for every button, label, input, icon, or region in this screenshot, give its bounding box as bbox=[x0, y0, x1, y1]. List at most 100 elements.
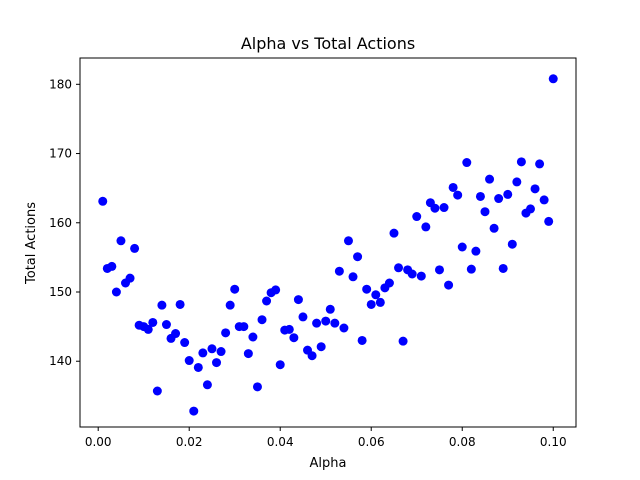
data-point bbox=[184, 356, 194, 366]
data-point bbox=[230, 284, 240, 294]
data-point bbox=[384, 278, 394, 288]
data-point bbox=[325, 304, 335, 314]
data-point bbox=[298, 312, 308, 322]
data-point bbox=[507, 239, 517, 249]
data-point bbox=[389, 228, 399, 238]
data-point bbox=[275, 360, 285, 370]
data-point bbox=[152, 386, 162, 396]
data-point bbox=[312, 318, 322, 328]
data-point bbox=[480, 207, 490, 217]
data-point bbox=[498, 263, 508, 273]
x-axis-label: Alpha bbox=[310, 456, 347, 471]
data-point bbox=[353, 252, 363, 262]
y-tick-label: 160 bbox=[49, 216, 72, 230]
data-point bbox=[357, 335, 367, 345]
data-point bbox=[143, 324, 153, 334]
data-point bbox=[434, 265, 444, 275]
data-point bbox=[512, 177, 522, 187]
data-point bbox=[516, 157, 526, 167]
data-point bbox=[284, 324, 294, 334]
data-point bbox=[444, 280, 454, 290]
data-point bbox=[193, 362, 203, 372]
data-point bbox=[321, 316, 331, 326]
data-point bbox=[471, 246, 481, 256]
data-point bbox=[207, 344, 217, 354]
data-point bbox=[225, 300, 235, 310]
data-point bbox=[116, 236, 126, 246]
data-point bbox=[334, 266, 344, 276]
x-tick-label: 0.04 bbox=[267, 435, 294, 449]
y-tick-label: 170 bbox=[49, 147, 72, 161]
data-point bbox=[407, 269, 417, 279]
data-point bbox=[239, 322, 249, 332]
data-point bbox=[339, 323, 349, 333]
data-point bbox=[375, 297, 385, 307]
data-point bbox=[494, 194, 504, 204]
data-point bbox=[416, 271, 426, 281]
plot-frame bbox=[79, 57, 577, 428]
y-tick-label: 150 bbox=[49, 285, 72, 299]
data-point bbox=[530, 184, 540, 194]
data-point bbox=[412, 212, 422, 222]
data-point bbox=[548, 74, 558, 84]
data-point bbox=[457, 242, 467, 252]
data-point bbox=[366, 299, 376, 309]
data-point bbox=[439, 203, 449, 213]
data-point bbox=[485, 174, 495, 184]
data-point bbox=[130, 243, 140, 253]
data-point bbox=[161, 320, 171, 330]
plot-area: 0.00 0.02 0.04 0.06 0.08 0.10 140 150 160 170 180 bbox=[49, 57, 577, 449]
data-point bbox=[271, 285, 281, 295]
data-point bbox=[202, 380, 212, 390]
data-point bbox=[307, 351, 317, 361]
data-point bbox=[262, 296, 272, 306]
data-point bbox=[148, 317, 158, 327]
x-tick-label: 0.02 bbox=[176, 435, 203, 449]
data-point bbox=[293, 295, 303, 305]
data-point bbox=[175, 299, 185, 309]
x-tick-label: 0.00 bbox=[85, 435, 112, 449]
y-tick-label: 180 bbox=[49, 77, 72, 91]
data-point bbox=[221, 328, 231, 338]
data-point bbox=[180, 338, 190, 348]
data-point bbox=[466, 264, 476, 274]
data-point bbox=[216, 347, 226, 357]
data-point bbox=[398, 336, 408, 346]
data-point bbox=[394, 263, 404, 273]
data-point bbox=[171, 329, 181, 339]
x-tick-label: 0.08 bbox=[449, 435, 476, 449]
data-point bbox=[125, 273, 135, 283]
data-point bbox=[343, 236, 353, 246]
y-tick-label: 140 bbox=[49, 354, 72, 368]
data-point bbox=[189, 406, 199, 416]
data-point bbox=[111, 287, 121, 297]
data-point bbox=[489, 223, 499, 233]
chart-title: Alpha vs Total Actions bbox=[241, 34, 415, 53]
y-axis-label: Total Actions bbox=[24, 202, 39, 285]
data-point bbox=[525, 204, 535, 214]
data-point bbox=[257, 315, 267, 325]
data-point bbox=[462, 158, 472, 168]
data-point bbox=[248, 332, 258, 342]
x-tick-label: 0.10 bbox=[540, 435, 567, 449]
x-tick-label: 0.06 bbox=[358, 435, 385, 449]
data-point bbox=[421, 222, 431, 232]
data-point bbox=[289, 333, 299, 343]
data-point bbox=[348, 272, 358, 282]
data-point bbox=[430, 203, 440, 213]
data-point bbox=[107, 261, 117, 271]
data-point bbox=[243, 349, 253, 359]
data-point bbox=[198, 348, 208, 358]
data-point bbox=[503, 189, 513, 199]
data-point bbox=[453, 190, 463, 200]
data-point bbox=[316, 342, 326, 352]
data-point bbox=[212, 358, 222, 368]
data-point bbox=[544, 216, 554, 226]
data-point bbox=[448, 182, 458, 192]
data-point bbox=[362, 284, 372, 294]
data-point bbox=[252, 382, 262, 392]
data-point bbox=[98, 196, 108, 206]
data-point bbox=[330, 318, 340, 328]
data-point bbox=[539, 195, 549, 205]
